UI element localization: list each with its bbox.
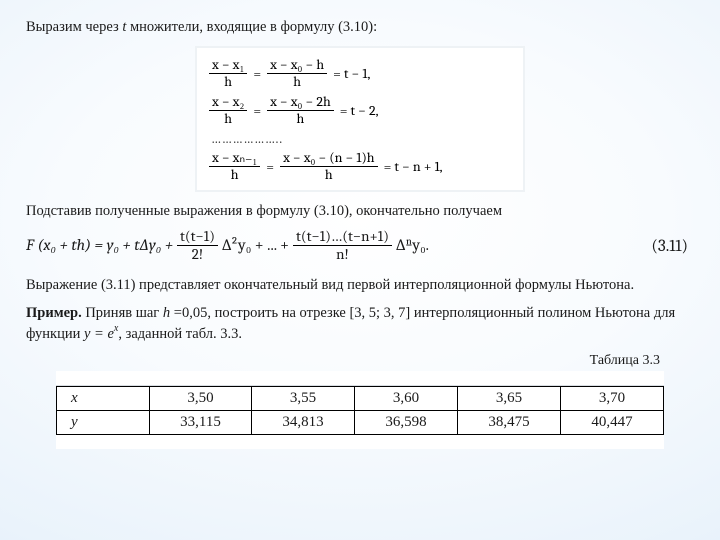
frac-nl-num: x − xₙ₋₁: [209, 151, 260, 165]
eq-sign: =: [266, 158, 274, 175]
cell-x-0: 3,50: [150, 386, 252, 410]
formula-row-2-rhs: = t − 2,: [340, 102, 379, 119]
eq-sign: =: [253, 65, 261, 82]
frac-nm: x − x₀ − (n − 1)h h: [280, 151, 378, 182]
equation-number: (3.11): [651, 237, 688, 256]
f311-frac1-den: 2!: [189, 247, 206, 262]
frac-2m-den: h: [294, 112, 308, 126]
frac-1l-den: h: [221, 75, 235, 89]
table-top-strip: [56, 371, 664, 385]
cell-y-0: 33,115: [150, 410, 252, 434]
table-row-x: x 3,50 3,55 3,60 3,65 3,70: [57, 386, 664, 410]
frac-1l-num: x − x₁: [209, 58, 247, 72]
cell-y-1: 34,813: [252, 410, 355, 434]
cell-x-1: 3,55: [252, 386, 355, 410]
formula-row-2: x − x₂ h = x − x₀ − 2h h = t − 2,: [209, 95, 511, 126]
row-label-x: x: [57, 386, 150, 410]
paragraph-conclusion: Выражение (3.11) представляет окончатель…: [26, 276, 694, 296]
frac-1m-num: x − x₀ − h: [267, 58, 327, 72]
page-root: Выразим через t множители, входящие в фо…: [0, 0, 720, 540]
table-3-3: x 3,50 3,55 3,60 3,65 3,70 y 33,115 34,8…: [56, 385, 664, 435]
data-table: x 3,50 3,55 3,60 3,65 3,70 y 33,115 34,8…: [56, 386, 664, 435]
row-label-y: y: [57, 410, 150, 434]
frac-nl: x − xₙ₋₁ h: [209, 151, 260, 182]
f311-frac1-num: t(t−1): [177, 229, 218, 244]
p4-exp: x: [114, 323, 118, 334]
p1-part-a: Выразим через: [26, 19, 122, 35]
formula-row-1: x − x₁ h = x − x₀ − h h = t − 1,: [209, 58, 511, 89]
frac-2m: x − x₀ − 2h h: [267, 95, 334, 126]
cell-x-3: 3,65: [457, 386, 560, 410]
table-caption: Таблица 3.3: [26, 353, 694, 369]
f311-frac2-den: n!: [333, 247, 352, 262]
paragraph-substitute: Подставив полученные выражения в формулу…: [26, 202, 694, 222]
f311-frac2-num: t(t−1)…(t−n+1): [293, 229, 392, 244]
table-row-y: y 33,115 34,813 36,598 38,475 40,447: [57, 410, 664, 434]
frac-2l-den: h: [221, 112, 235, 126]
f311-rhs: ∆ⁿy₀.: [396, 236, 429, 255]
table-bottom-strip: [56, 435, 664, 449]
f311-mid: ∆²y₀ + ... +: [222, 236, 289, 255]
example-label: Пример.: [26, 305, 82, 321]
formula-block-3-10: x − x₁ h = x − x₀ − h h = t − 1, x − x₂ …: [195, 46, 525, 192]
cell-x-2: 3,60: [355, 386, 458, 410]
frac-nm-num: x − x₀ − (n − 1)h: [280, 151, 378, 165]
f311-frac1: t(t−1) 2!: [177, 229, 218, 262]
frac-nl-den: h: [228, 168, 242, 182]
p4-e: y = e: [84, 326, 114, 342]
formula-row-n: x − xₙ₋₁ h = x − x₀ − (n − 1)h h = t − n…: [209, 151, 511, 182]
frac-1l: x − x₁ h: [209, 58, 247, 89]
p4-f: , заданной табл. 3.3.: [118, 326, 242, 342]
f311-lhs: F (x₀ + th) = y₀ + t∆y₀ +: [26, 236, 173, 255]
formula-row-1-rhs: = t − 1,: [333, 65, 370, 82]
cell-y-4: 40,447: [560, 410, 663, 434]
paragraph-intro: Выразим через t множители, входящие в фо…: [26, 18, 694, 38]
p4-b: Приняв шаг: [82, 305, 163, 321]
frac-2m-num: x − x₀ − 2h: [267, 95, 334, 109]
cell-y-3: 38,475: [457, 410, 560, 434]
eq-sign: =: [253, 102, 261, 119]
frac-nm-den: h: [322, 168, 336, 182]
frac-1m-den: h: [290, 75, 304, 89]
formula-dots: ………………..: [211, 132, 511, 147]
p1-part-b: множители, входящие в формулу (3.10):: [126, 19, 377, 35]
cell-x-4: 3,70: [560, 386, 663, 410]
frac-1m: x − x₀ − h h: [267, 58, 327, 89]
frac-2l-num: x − x₂: [209, 95, 247, 109]
frac-2l: x − x₂ h: [209, 95, 247, 126]
cell-y-2: 36,598: [355, 410, 458, 434]
paragraph-example: Пример. Приняв шаг h =0,05, построить на…: [26, 304, 694, 345]
f311-frac2: t(t−1)…(t−n+1) n!: [293, 229, 392, 262]
formula-row-n-rhs: = t − n + 1,: [384, 158, 443, 175]
formula-3-11: F (x₀ + th) = y₀ + t∆y₀ + t(t−1) 2! ∆²y₀…: [26, 229, 694, 262]
